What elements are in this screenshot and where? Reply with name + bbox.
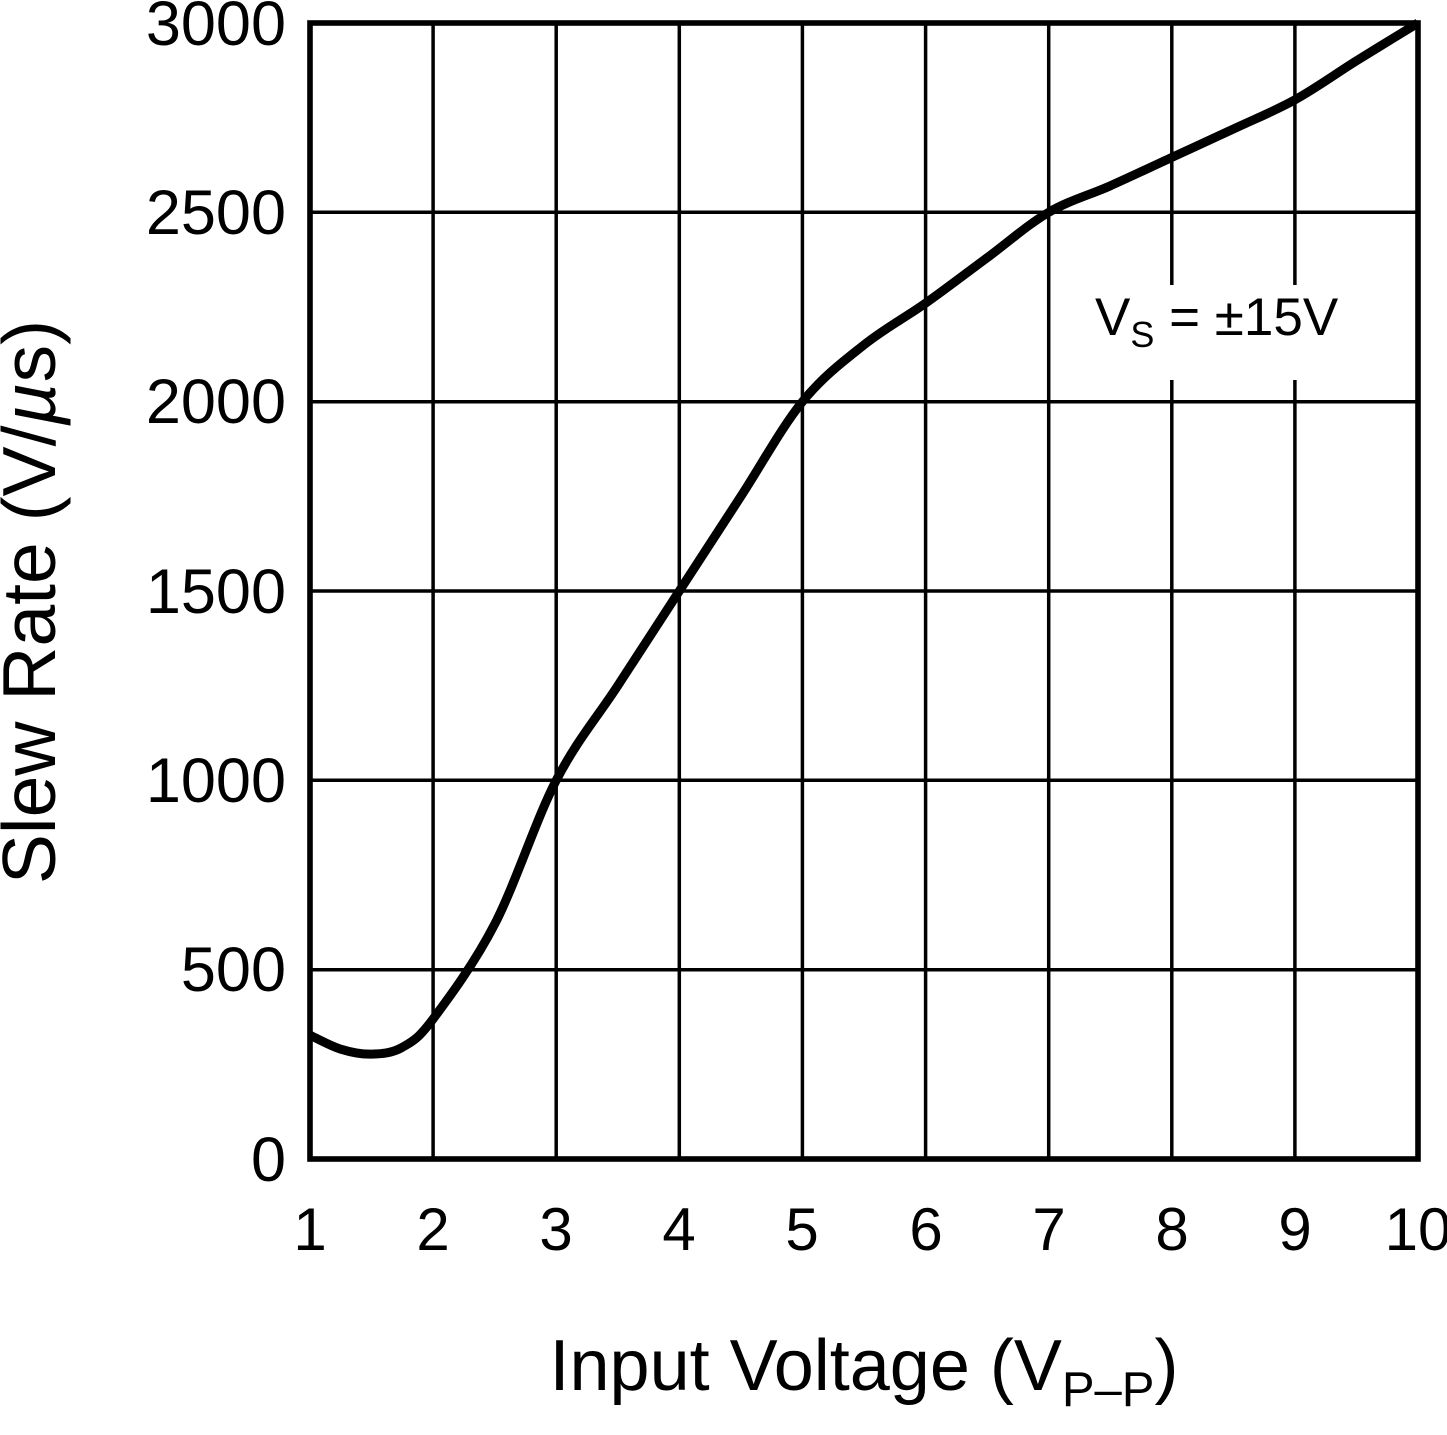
svg-text:1500: 1500 <box>146 557 286 627</box>
svg-text:2500: 2500 <box>146 178 286 248</box>
svg-text:1000: 1000 <box>146 746 286 816</box>
svg-text:2000: 2000 <box>146 367 286 437</box>
svg-text:4: 4 <box>662 1196 695 1263</box>
svg-text:Slew Rate (V/µs): Slew Rate (V/µs) <box>0 320 71 884</box>
svg-text:5: 5 <box>785 1196 818 1263</box>
svg-text:6: 6 <box>909 1196 942 1263</box>
svg-text:7: 7 <box>1032 1196 1065 1263</box>
svg-text:8: 8 <box>1155 1196 1188 1263</box>
svg-text:3000: 3000 <box>146 0 286 59</box>
svg-text:3: 3 <box>539 1196 572 1263</box>
svg-text:10: 10 <box>1385 1196 1447 1263</box>
svg-text:500: 500 <box>181 935 286 1005</box>
svg-text:Input Voltage (VP–P): Input Voltage (VP–P) <box>550 1326 1179 1417</box>
svg-text:0: 0 <box>251 1125 286 1195</box>
svg-text:9: 9 <box>1278 1196 1311 1263</box>
svg-text:2: 2 <box>416 1196 449 1263</box>
svg-text:1: 1 <box>293 1196 326 1263</box>
